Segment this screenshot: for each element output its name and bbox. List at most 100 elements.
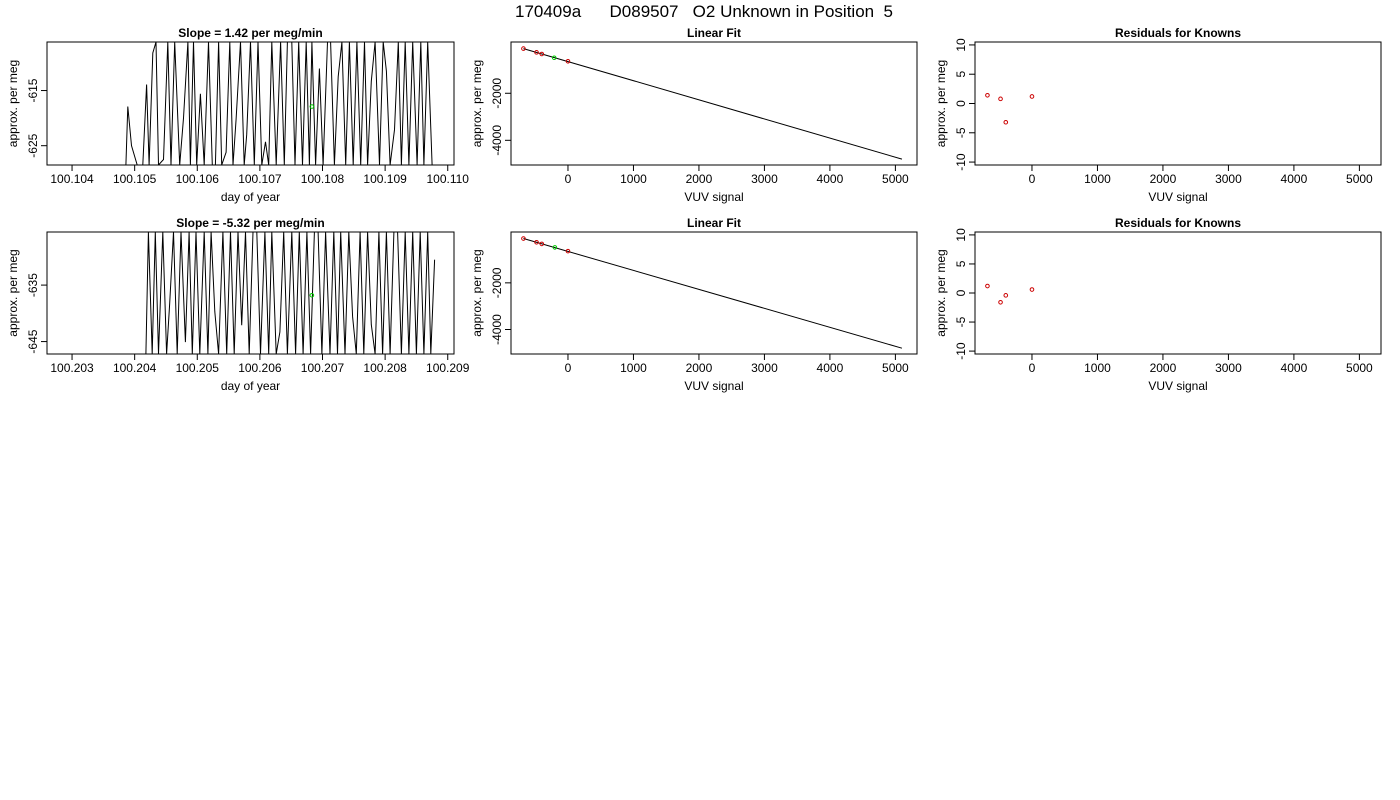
y-tick-label: -4000 — [490, 125, 504, 156]
x-axis-label: VUV signal — [1148, 190, 1207, 204]
y-tick-label: 0 — [954, 100, 968, 107]
known-point — [539, 51, 545, 57]
plot-area — [145, 232, 436, 354]
y-tick-label: -615 — [26, 78, 40, 102]
chart-panel-6: Residuals for Knowns 0 1000 2000 3000 4000 500… — [934, 216, 1382, 393]
x-tick-label: 5000 — [1346, 361, 1373, 375]
chart-title: Linear Fit — [687, 216, 741, 230]
x-tick-label: 100.106 — [176, 172, 220, 186]
known-point — [521, 236, 526, 241]
fit-line — [523, 48, 903, 160]
plot-frame — [46, 231, 455, 355]
y-tick-label: -635 — [26, 273, 40, 297]
x-tick-label: 5000 — [1346, 172, 1373, 186]
x-axis-label: day of year — [221, 379, 280, 393]
plot-frame — [974, 231, 1382, 355]
x-tick-label: 3000 — [1215, 172, 1242, 186]
y-axis-label: approx. per meg — [6, 60, 20, 147]
y-tick-label: -10 — [954, 153, 968, 171]
known-point — [985, 93, 990, 98]
x-tick-label: 1000 — [620, 172, 647, 186]
x-tick-label: 100.105 — [113, 172, 157, 186]
x-tick-label: 5000 — [882, 172, 909, 186]
y-tick-label: -2000 — [490, 78, 504, 109]
y-tick-label: -10 — [954, 342, 968, 360]
x-tick-label: 100.109 — [363, 172, 407, 186]
unknown-point — [309, 292, 315, 298]
x-axis-label: VUV signal — [1148, 379, 1207, 393]
x-axis-label: VUV signal — [684, 379, 743, 393]
x-tick-label: 100.205 — [176, 361, 220, 375]
x-tick-label: 5000 — [882, 361, 909, 375]
chart-panel-4: Slope = -5.32 per meg/min 100.203 100.204 1… — [6, 216, 470, 393]
x-tick-label: 2000 — [686, 361, 713, 375]
x-tick-label: 100.208 — [363, 361, 407, 375]
plot-area — [985, 283, 1035, 305]
x-tick-label: 100.107 — [238, 172, 282, 186]
chart-panel-2: Linear Fit 0 1000 2000 3000 4000 5000 -2000 -400… — [470, 26, 918, 204]
panels: Slope = 1.42 per meg/min 100.104 100.105 10… — [6, 26, 1382, 393]
x-tick-label: 2000 — [1150, 361, 1177, 375]
fit-line — [523, 238, 903, 349]
plot-area — [521, 236, 903, 349]
chart-panel-3: Residuals for Knowns 0 1000 2000 3000 4000 500… — [934, 26, 1382, 204]
y-tick-label: 10 — [954, 38, 968, 52]
x-tick-label: 0 — [1029, 172, 1036, 186]
x-tick-label: 100.203 — [50, 361, 94, 375]
x-tick-label: 100.209 — [426, 361, 470, 375]
y-axis-label: approx. per meg — [470, 249, 484, 336]
x-tick-label: 100.104 — [50, 172, 94, 186]
x-axis-label: day of year — [221, 190, 280, 204]
y-axis-label: approx. per meg — [934, 60, 948, 147]
known-point — [539, 241, 545, 247]
x-tick-label: 1000 — [1084, 361, 1111, 375]
y-tick-label: -5 — [954, 316, 968, 327]
x-tick-label: 2000 — [1150, 172, 1177, 186]
x-axis-label: VUV signal — [684, 190, 743, 204]
x-tick-label: 4000 — [817, 361, 844, 375]
y-tick-label: -645 — [26, 329, 40, 353]
y-axis-label: approx. per meg — [934, 249, 948, 336]
y-tick-label: 5 — [954, 71, 968, 78]
unknown-point — [552, 245, 558, 250]
unknown-point — [309, 104, 315, 109]
known-point — [1003, 119, 1009, 125]
x-tick-label: 4000 — [1281, 172, 1308, 186]
plot-frame — [46, 41, 455, 166]
x-tick-label: 3000 — [751, 361, 778, 375]
known-point — [565, 248, 571, 254]
y-tick-label: 10 — [954, 228, 968, 242]
chart-title: Linear Fit — [687, 26, 741, 40]
plot-frame — [510, 231, 918, 355]
plot-area — [521, 46, 903, 160]
known-point — [1029, 94, 1035, 99]
known-point — [565, 58, 571, 64]
plot-area — [125, 42, 433, 165]
plot-area — [985, 93, 1035, 125]
x-tick-label: 0 — [565, 172, 572, 186]
x-tick-label: 0 — [1029, 361, 1036, 375]
x-tick-label: 100.110 — [426, 172, 469, 186]
y-tick-label: 0 — [954, 289, 968, 296]
y-tick-label: -625 — [26, 133, 40, 157]
known-point — [534, 239, 539, 245]
chart-title: Slope = 1.42 per meg/min — [178, 26, 322, 40]
x-tick-label: 3000 — [751, 172, 778, 186]
known-point — [998, 299, 1003, 305]
y-axis-label: approx. per meg — [470, 60, 484, 147]
known-point — [998, 96, 1003, 102]
x-tick-label: 1000 — [1084, 172, 1111, 186]
x-tick-label: 100.207 — [301, 361, 345, 375]
y-axis-label: approx. per meg — [6, 249, 20, 336]
series-line — [145, 232, 436, 354]
chart-title: Slope = -5.32 per meg/min — [176, 216, 324, 230]
chart-title: Residuals for Knowns — [1115, 216, 1241, 230]
x-tick-label: 100.108 — [301, 172, 345, 186]
known-point — [521, 46, 526, 51]
y-tick-label: -2000 — [490, 267, 504, 298]
page-title: 170409a D089507 O2 Unknown in Position 5 — [515, 2, 893, 21]
plot-frame — [974, 41, 1382, 166]
y-tick-label: -5 — [954, 127, 968, 138]
x-tick-label: 1000 — [620, 361, 647, 375]
